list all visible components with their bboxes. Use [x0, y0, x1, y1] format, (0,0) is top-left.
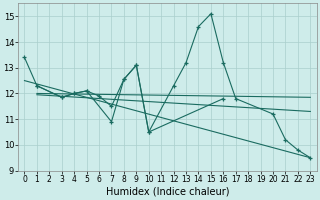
X-axis label: Humidex (Indice chaleur): Humidex (Indice chaleur)	[106, 187, 229, 197]
